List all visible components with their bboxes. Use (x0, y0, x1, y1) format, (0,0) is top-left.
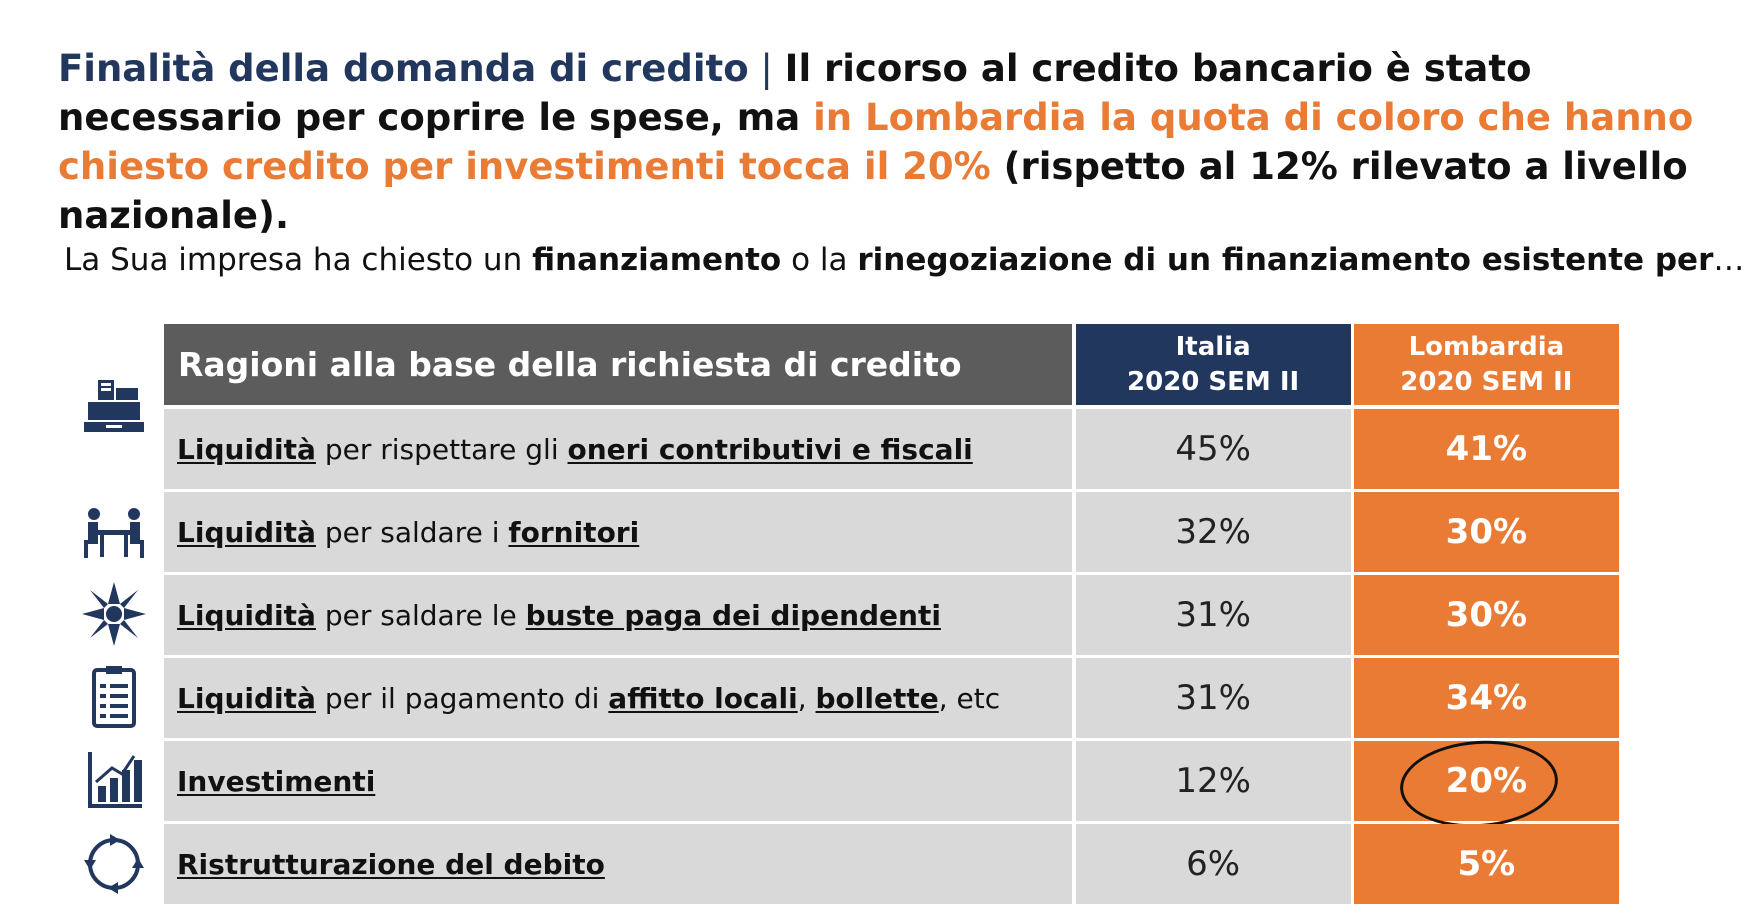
survey-question: La Sua impresa ha chiesto un finanziamen… (64, 242, 1744, 278)
question-ellipsis: … (1713, 242, 1745, 278)
cash-register-icon (84, 380, 144, 432)
table-row: Liquidità per saldare i fornitori 32% 30% (164, 492, 1619, 572)
headline-title: Finalità della domanda di credito (58, 47, 749, 90)
italia-value: 32% (1075, 492, 1351, 572)
refresh-cycle-icon (84, 834, 144, 894)
row-label-keyword: Ristrutturazione del debito (177, 847, 605, 881)
row-label: Liquidità per rispettare gli oneri contr… (164, 409, 1072, 489)
header-lombardia: Lombardia 2020 SEM II (1353, 324, 1619, 405)
lombardia-value-text: 34% (1445, 678, 1528, 718)
table-row: Ristrutturazione del debito 6% 5% (164, 824, 1619, 904)
italia-value: 12% (1075, 741, 1351, 821)
question-text-2: o la (781, 242, 858, 278)
row-label-keyword: Liquidità (177, 681, 316, 715)
row-label-keyword: bollette (815, 681, 939, 715)
row-label-keyword: affitto locali (608, 681, 798, 715)
row-label-text: per rispettare gli (315, 432, 568, 466)
row-label-text: per saldare le (315, 598, 526, 632)
row-label-keyword: oneri contributivi e fiscali (567, 432, 973, 466)
header-lombardia-period: 2020 SEM II (1400, 366, 1573, 397)
header-lombardia-name: Lombardia (1408, 331, 1565, 362)
table-row: Liquidità per saldare le buste paga dei … (164, 575, 1619, 655)
table-row: Liquidità per il pagamento di affitto lo… (164, 658, 1619, 738)
header-italia: Italia 2020 SEM II (1075, 324, 1351, 405)
bar-chart-growth-icon (88, 752, 142, 808)
lombardia-value-text: 30% (1445, 512, 1528, 552)
row-label-keyword: fornitori (508, 515, 640, 549)
header-italia-name: Italia (1175, 331, 1251, 362)
row-label: Ristrutturazione del debito (164, 824, 1072, 904)
headline-highlight: in Lombardia la quota di coloro che hann… (58, 96, 1694, 188)
clipboard-checklist-icon (92, 666, 136, 728)
row-label-text: per il pagamento di (315, 681, 609, 715)
italia-value: 45% (1075, 409, 1351, 489)
lombardia-value-text: 20% (1445, 761, 1528, 801)
headline-comparison: (rispetto al 12% rilevato a livello nazi… (58, 145, 1688, 237)
lombardia-value-text: 5% (1457, 844, 1516, 884)
headline-separator: | (748, 47, 785, 90)
lombardia-value: 34% (1353, 658, 1619, 738)
question-bold-2: rinegoziazione di un finanziamento esist… (857, 242, 1714, 278)
row-label: Liquidità per saldare le buste paga dei … (164, 575, 1072, 655)
row-label-keyword: Liquidità (177, 432, 316, 466)
meeting-table-icon (84, 508, 144, 558)
row-label-keyword: Investimenti (177, 764, 376, 798)
row-label-text: per saldare i (315, 515, 509, 549)
headline: Finalità della domanda di credito | Il r… (58, 44, 1718, 240)
italia-value: 6% (1075, 824, 1351, 904)
row-label-text: , etc (938, 681, 1001, 715)
question-bold-1: finanziamento (532, 242, 782, 278)
lombardia-value-text: 30% (1445, 595, 1528, 635)
row-label: Liquidità per saldare i fornitori (164, 492, 1072, 572)
lombardia-value: 41% (1353, 409, 1619, 489)
table-body: Liquidità per rispettare gli oneri contr… (164, 409, 1619, 904)
headline-text: Il ricorso al credito bancario è stato n… (58, 47, 1532, 139)
table-header: Ragioni alla base della richiesta di cre… (164, 324, 1619, 405)
row-label-keyword: buste paga dei dipendenti (525, 598, 941, 632)
italia-value: 31% (1075, 658, 1351, 738)
header-label: Ragioni alla base della richiesta di cre… (164, 324, 1072, 405)
header-italia-period: 2020 SEM II (1127, 366, 1300, 397)
row-label: Investimenti (164, 741, 1072, 821)
team-hands-icon (82, 582, 146, 646)
row-label-keyword: Liquidità (177, 515, 316, 549)
table-row: Liquidità per rispettare gli oneri contr… (164, 409, 1619, 489)
lombardia-value: 30% (1353, 492, 1619, 572)
lombardia-value: 5% (1353, 824, 1619, 904)
credit-reasons-table: Ragioni alla base della richiesta di cre… (164, 324, 1619, 907)
italia-value: 31% (1075, 575, 1351, 655)
row-label-text: , (797, 681, 816, 715)
table-row: Investimenti 12% 20% (164, 735, 1619, 833)
row-label: Liquidità per il pagamento di affitto lo… (164, 658, 1072, 738)
lombardia-value: 30% (1353, 575, 1619, 655)
row-label-keyword: Liquidità (177, 598, 316, 632)
question-text-1: La Sua impresa ha chiesto un (64, 242, 533, 278)
highlight-circle (1396, 735, 1561, 833)
lombardia-value: 20% (1353, 735, 1619, 833)
lombardia-value-text: 41% (1445, 429, 1528, 469)
